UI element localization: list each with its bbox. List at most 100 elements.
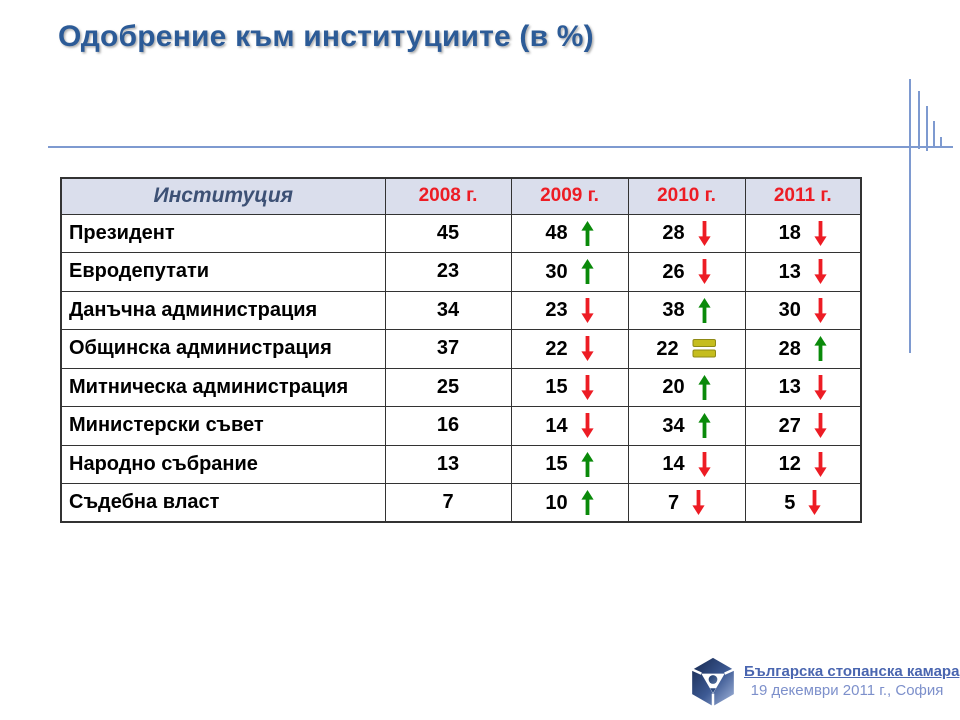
table-row: Президент 45 48 28 18 (60, 213, 862, 253)
trend-down-icon (581, 413, 594, 439)
value-text: 23 (545, 299, 568, 322)
header-year-2010: 2010 г. (627, 177, 746, 215)
value-cell: 28 (744, 329, 862, 369)
trend-up-icon (581, 490, 594, 515)
value-text: 5 (784, 491, 796, 514)
trend-down-icon (814, 297, 827, 323)
value-cell: 14 (627, 444, 746, 484)
value-text: 48 (545, 222, 568, 245)
institution-cell: Президент (60, 213, 386, 253)
value-text: 28 (662, 222, 685, 245)
value-cell: 34 (384, 290, 512, 330)
value-text: 37 (436, 337, 460, 360)
trend-up-icon (814, 336, 827, 362)
value-cell: 23 (384, 252, 512, 292)
value-text: 26 (662, 260, 685, 283)
value-text: 22 (656, 337, 679, 360)
institution-cell: Евродепутати (60, 252, 386, 292)
table-row: Народно събрание 13 15 14 12 (60, 444, 862, 484)
value-text: 27 (778, 414, 801, 437)
decor-bar-icon (940, 137, 942, 146)
trend-down-icon (814, 374, 827, 400)
trend-down-icon (698, 259, 711, 285)
value-text: 13 (436, 452, 460, 475)
value-text: 10 (545, 491, 568, 514)
page-title: Одобрение към институциите (в %) (58, 20, 594, 53)
value-text: 7 (442, 491, 454, 513)
institution-cell: Министерски съвет (60, 406, 386, 446)
institutions-table: Институция 2008 г. 2009 г. 2010 г. 2011 … (60, 177, 862, 523)
header-institution: Институция (60, 177, 386, 215)
value-cell: 10 (510, 483, 629, 523)
trend-up-icon (581, 451, 594, 477)
trend-down-icon (581, 374, 594, 400)
value-text: 16 (436, 414, 460, 437)
institution-cell: Общинска администрация (60, 329, 386, 369)
org-link[interactable]: Българска стопанска камара (744, 663, 960, 680)
table-row: Митническа администрация 25 15 20 13 (60, 367, 862, 407)
header-year-2011: 2011 г. (744, 177, 862, 215)
institution-cell: Съдебна власт (60, 483, 386, 523)
value-cell: 12 (744, 444, 862, 484)
trend-up-icon (698, 374, 711, 400)
value-cell: 26 (627, 252, 746, 292)
value-cell: 20 (627, 367, 746, 407)
value-text: 25 (436, 375, 460, 398)
trend-down-icon (698, 220, 711, 246)
institution-cell: Митническа администрация (60, 367, 386, 407)
trend-down-icon (814, 220, 827, 246)
value-text: 13 (778, 376, 801, 399)
table-row: Данъчна администрация 34 23 38 30 (60, 290, 862, 330)
value-cell: 30 (510, 252, 629, 292)
value-text: 28 (778, 337, 801, 360)
value-cell: 37 (384, 329, 512, 369)
header-year-2009: 2009 г. (510, 177, 629, 215)
trend-up-icon (581, 220, 594, 246)
trend-down-icon (814, 451, 827, 477)
value-cell: 14 (510, 406, 629, 446)
value-cell: 22 (627, 329, 746, 369)
value-text: 34 (436, 298, 460, 321)
value-cell: 38 (627, 290, 746, 330)
table-row: Евродепутати 23 30 26 13 (60, 252, 862, 292)
header-year-2008: 2008 г. (384, 177, 512, 215)
value-cell: 7 (627, 483, 746, 523)
decor-bar-icon (933, 121, 935, 147)
trend-up-icon (698, 413, 711, 439)
value-text: 20 (662, 376, 685, 399)
trend-down-icon (808, 490, 821, 515)
value-cell: 13 (744, 367, 862, 407)
value-text: 30 (778, 299, 801, 322)
decor-bar-icon (926, 106, 928, 151)
trend-down-icon (814, 413, 827, 439)
decor-bar-icon (918, 91, 920, 149)
table-row: Съдебна власт 7 10 7 5 (60, 483, 862, 523)
value-cell: 22 (510, 329, 629, 369)
value-text: 15 (545, 453, 568, 476)
value-cell: 30 (744, 290, 862, 330)
value-cell: 25 (384, 367, 512, 407)
value-text: 34 (662, 414, 685, 437)
value-text: 45 (436, 221, 460, 244)
value-text: 30 (545, 260, 568, 283)
trend-equal-icon (692, 339, 716, 358)
value-text: 14 (545, 414, 568, 437)
value-cell: 7 (384, 483, 512, 523)
value-text: 15 (545, 376, 568, 399)
value-text: 23 (436, 260, 460, 283)
value-text: 12 (778, 453, 801, 476)
bia-logo (690, 657, 736, 707)
value-cell: 45 (384, 213, 512, 253)
date-location: 19 декември 2011 г., София (750, 682, 944, 699)
value-cell: 5 (744, 483, 862, 523)
value-text: 7 (667, 491, 680, 514)
value-cell: 48 (510, 213, 629, 253)
footer: Българска стопанска камара 19 декември 2… (688, 654, 960, 714)
trend-up-icon (698, 297, 711, 323)
value-cell: 13 (384, 444, 512, 484)
value-cell: 15 (510, 367, 629, 407)
value-cell: 23 (510, 290, 629, 330)
table-row: Общинска администрация 37 22 22 28 (60, 329, 862, 369)
trend-down-icon (581, 336, 594, 362)
